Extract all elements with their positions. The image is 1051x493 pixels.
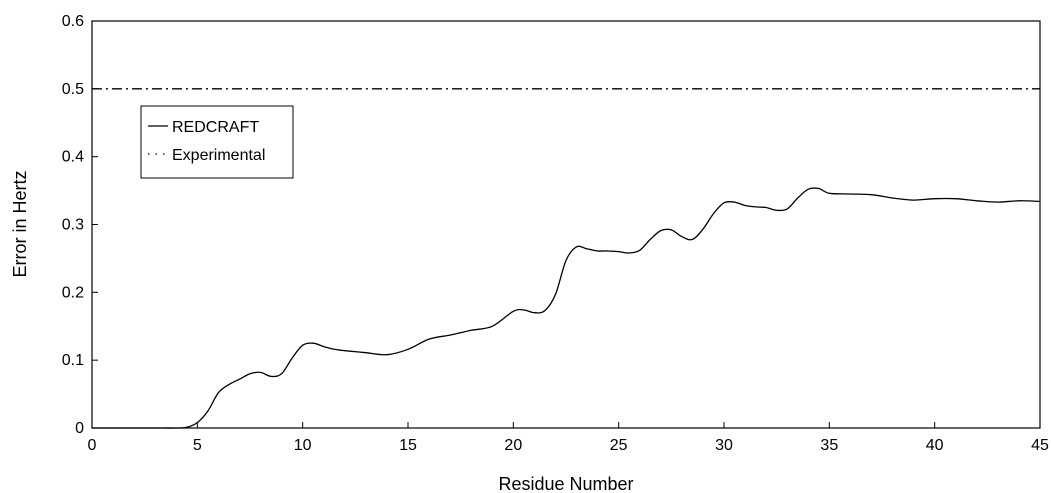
y-tick-label: 0.5 (62, 81, 84, 98)
y-tick-label: 0.2 (62, 284, 84, 301)
legend: REDCRAFT Experimental (140, 105, 294, 179)
legend-box (140, 105, 294, 179)
x-tick-label: 45 (1031, 437, 1049, 454)
y-tick-label: 0.4 (62, 149, 84, 166)
y-tick-label: 0 (75, 420, 84, 437)
x-tick-label: 5 (193, 437, 202, 454)
legend-label-redcraft: REDCRAFT (172, 119, 259, 136)
x-tick-label: 20 (504, 437, 522, 454)
x-axis-title: Residue Number (498, 474, 633, 493)
x-tick-label: 25 (610, 437, 628, 454)
x-tick-label: 40 (926, 437, 944, 454)
y-tick-label: 0.6 (62, 13, 84, 30)
x-tick-label: 0 (88, 437, 97, 454)
series-layer (91, 88, 1041, 429)
y-axis-title: Error in Hertz (10, 170, 30, 277)
legend-label-experimental: Experimental (172, 147, 265, 164)
x-tick-label: 35 (820, 437, 838, 454)
y-tick-label: 0.1 (62, 352, 84, 369)
x-tick-label: 30 (715, 437, 733, 454)
plot-area (91, 20, 1041, 429)
y-tick-label: 0.3 (62, 217, 84, 234)
series-line-redcraft (92, 187, 1041, 429)
x-tick-label: 10 (294, 437, 312, 454)
x-axis: 0 5 10 15 20 25 30 35 40 45 (88, 422, 1049, 454)
x-tick-label: 15 (399, 437, 417, 454)
